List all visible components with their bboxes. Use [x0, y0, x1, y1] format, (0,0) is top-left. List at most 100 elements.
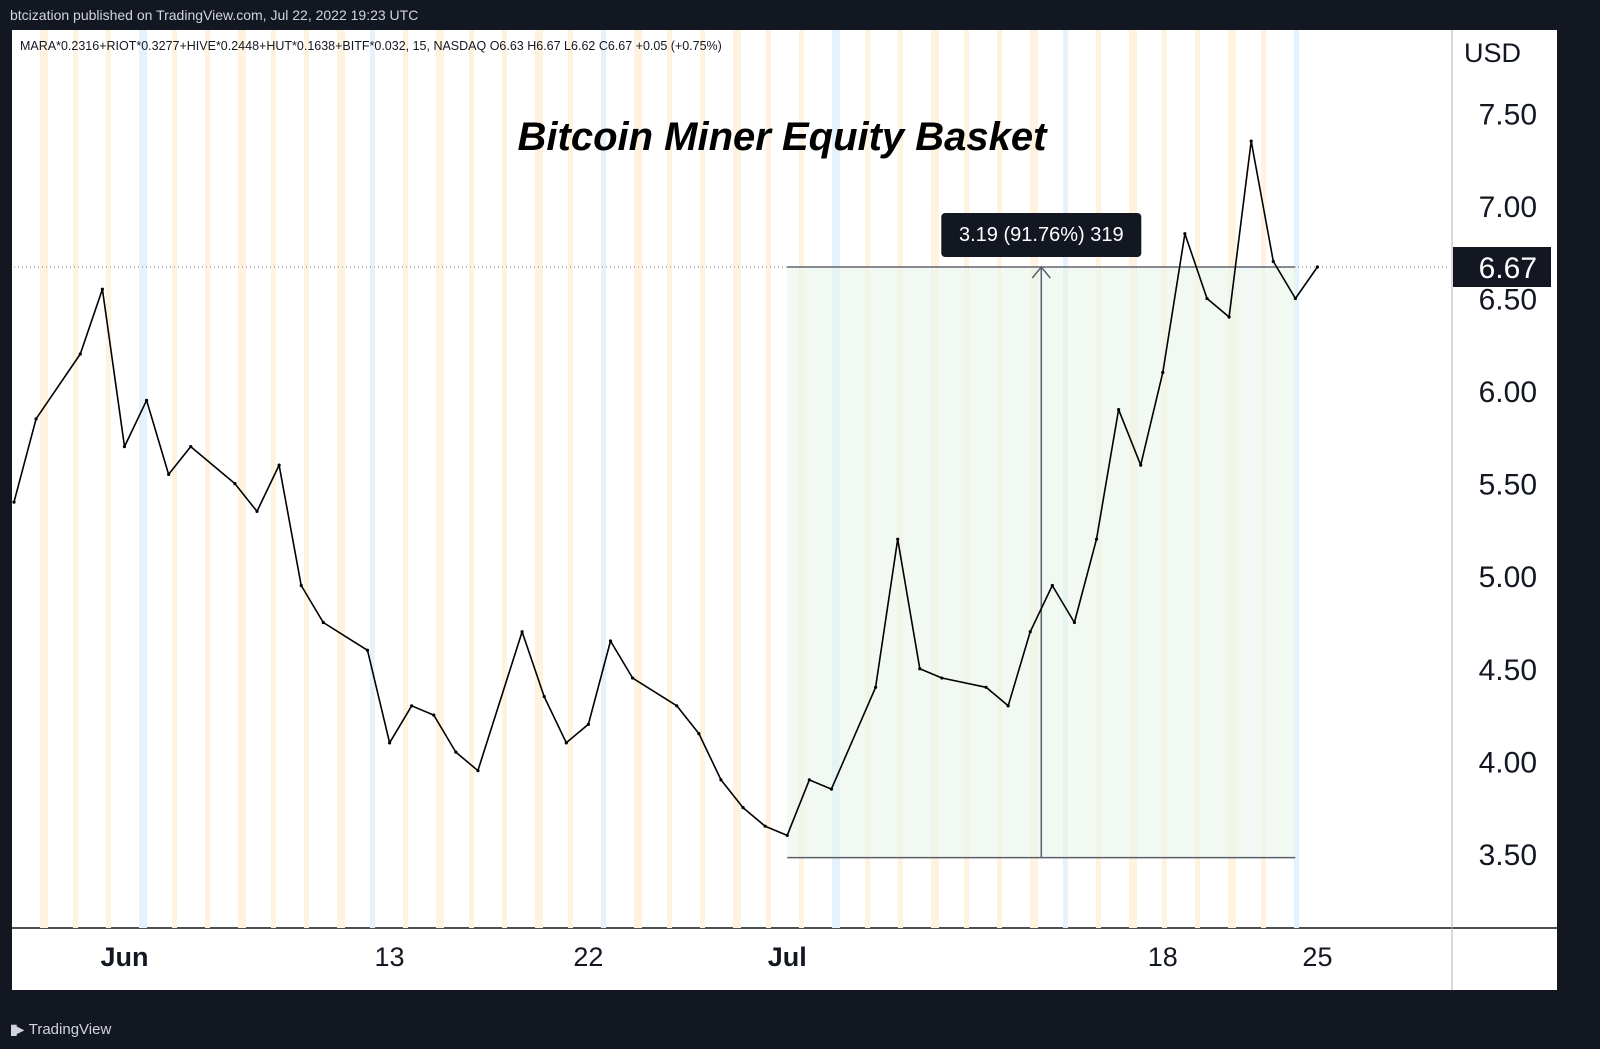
- x-tick-label: 18: [1148, 942, 1178, 972]
- highlight-band: [436, 30, 444, 928]
- price-point: [1271, 259, 1275, 264]
- last-price-badge: [1453, 246, 1551, 287]
- highlight-band: [700, 30, 705, 928]
- measure-arrow-head: [1031, 265, 1051, 279]
- price-point: [34, 417, 38, 421]
- measure-label-box: [941, 212, 1142, 257]
- highlight-band: [469, 30, 474, 928]
- price-point: [874, 685, 878, 689]
- last-price-label: 6.67: [1479, 252, 1537, 285]
- highlight-band: [304, 30, 309, 928]
- price-point: [189, 444, 193, 449]
- price-point: [122, 444, 127, 449]
- highlight-band: [766, 30, 771, 928]
- price-point: [675, 704, 679, 708]
- highlight-band: [601, 30, 606, 928]
- highlight-band: [106, 30, 111, 928]
- x-tick-label: 13: [375, 942, 405, 972]
- price-point: [1161, 370, 1165, 375]
- price-point: [144, 398, 149, 402]
- highlight-band: [172, 30, 177, 928]
- price-point: [807, 778, 811, 782]
- price-point: [167, 472, 171, 476]
- highlight-band: [238, 30, 246, 928]
- highlight-band: [403, 30, 408, 928]
- price-point: [896, 537, 900, 541]
- highlight-band: [205, 30, 210, 928]
- chart-area[interactable]: 3.19 (91.76%) 319 7.50 7.00 6.50 6.00 5.50 5.…: [0, 30, 1600, 1010]
- price-point: [520, 630, 524, 634]
- price-point: [454, 750, 458, 754]
- price-point: [321, 620, 325, 625]
- x-tick-label: 22: [573, 942, 603, 972]
- highlight-band: [634, 30, 642, 928]
- price-point: [255, 509, 259, 514]
- y-tick-label: 6.00: [1479, 376, 1537, 409]
- price-point: [100, 287, 104, 291]
- x-tick-label: Jul: [768, 942, 807, 972]
- highlight-band: [535, 30, 543, 928]
- price-point: [586, 722, 591, 726]
- y-tick-label: 4.00: [1479, 746, 1537, 779]
- highlight-band: [568, 30, 573, 928]
- time-axis-background: [12, 928, 1557, 990]
- price-point: [1094, 537, 1099, 541]
- highlight-band: [73, 30, 78, 928]
- price-point: [719, 778, 723, 782]
- highlight-band: [337, 30, 345, 928]
- highlight-band: [667, 30, 672, 928]
- price-point: [1117, 407, 1121, 412]
- price-point: [78, 352, 82, 356]
- price-point: [1006, 704, 1010, 708]
- price-point: [984, 685, 988, 689]
- highlight-band: [271, 30, 276, 928]
- price-point: [233, 482, 237, 486]
- y-tick-label: 3.50: [1479, 839, 1537, 872]
- highlight-band: [1294, 30, 1299, 928]
- y-tick-label: 5.50: [1479, 469, 1537, 502]
- highlight-band: [40, 30, 48, 928]
- chart-title: Bitcoin Miner Equity Basket: [518, 115, 1049, 159]
- price-point: [1072, 620, 1077, 625]
- y-tick-label: 7.00: [1479, 191, 1537, 224]
- price-point: [940, 676, 944, 680]
- footer-bar: ▮▸ TradingView: [0, 1010, 1600, 1049]
- price-point: [1028, 630, 1032, 634]
- price-axis: 7.50 7.00 6.50 6.00 5.50 5.00 4.50 4.00 3.50 6.67: [1453, 98, 1551, 872]
- price-point: [564, 741, 568, 745]
- price-point: [542, 694, 546, 699]
- price-point: [1050, 583, 1054, 588]
- price-point: [608, 639, 613, 643]
- price-point: [697, 731, 701, 736]
- price-point: [1227, 315, 1231, 319]
- symbol-legend[interactable]: MARA*0.2316+RIOT*0.3277+HIVE*0.2448+HUT*…: [20, 39, 722, 53]
- price-point: [365, 648, 370, 652]
- price-point: [1205, 296, 1209, 301]
- tradingview-logo-icon[interactable]: ▮▸: [10, 1021, 24, 1037]
- y-tick-label: 7.50: [1479, 98, 1537, 131]
- price-point: [763, 824, 767, 828]
- x-tick-label: Jun: [100, 942, 148, 972]
- price-point: [432, 713, 436, 717]
- time-axis: Jun 13 22 Jul 18 25: [100, 942, 1332, 972]
- price-point: [918, 667, 922, 671]
- publish-info-text: btcization published on TradingView.com,…: [10, 7, 419, 23]
- price-point: [299, 583, 303, 588]
- measure-label: 3.19 (91.76%) 319: [959, 224, 1124, 246]
- brand-label[interactable]: TradingView: [28, 1021, 112, 1038]
- highlight-band: [370, 30, 375, 928]
- y-tick-label: 6.50: [1479, 283, 1537, 316]
- price-point: [387, 741, 392, 745]
- price-point: [785, 833, 789, 838]
- highlight-band: [139, 30, 147, 928]
- price-point: [476, 769, 480, 773]
- price-point: [1139, 463, 1143, 467]
- price-point: [1183, 232, 1187, 236]
- price-range-measure[interactable]: 3.19 (91.76%) 319: [787, 212, 1296, 859]
- price-point: [277, 463, 281, 467]
- y-tick-label: 5.00: [1479, 561, 1537, 594]
- highlight-band: [502, 30, 507, 928]
- y-tick-label: 4.50: [1479, 654, 1537, 687]
- currency-label: USD: [1464, 38, 1521, 68]
- highlight-band: [733, 30, 741, 928]
